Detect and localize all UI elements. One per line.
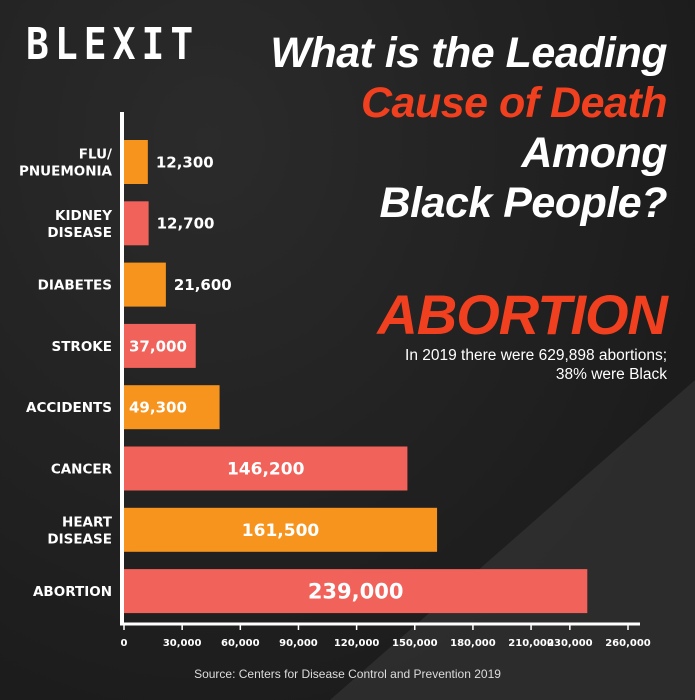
abortion-note: In 2019 there were 629,898 abortions; 38… <box>405 347 667 383</box>
category-label: ACCIDENTS <box>26 400 112 416</box>
category-label: KIDNEY <box>55 208 112 224</box>
x-tick-label: 30,000 <box>163 638 202 649</box>
headline-line-1: What is the Leading <box>270 29 667 77</box>
value-label: 146,200 <box>227 460 305 480</box>
highlight-word: ABORTION <box>377 283 668 346</box>
bar <box>124 262 166 307</box>
source-credit: Source: Centers for Disease Control and … <box>194 667 501 681</box>
headline-line-2: Cause of Death Among <box>227 78 668 178</box>
bar <box>124 140 148 184</box>
headline: What is the Leading Cause of Death Among… <box>227 28 667 228</box>
x-tick-label: 90,000 <box>279 638 318 649</box>
category-label: ABORTION <box>33 584 112 600</box>
bar <box>124 385 220 430</box>
value-label: 161,500 <box>242 521 320 541</box>
bar <box>124 569 588 614</box>
value-label: 21,600 <box>174 276 232 294</box>
value-label: 37,000 <box>129 337 187 355</box>
x-tick-label: 60,000 <box>221 638 260 649</box>
x-tick-label: 0 <box>121 638 128 649</box>
brand-logo: BLEXIT <box>26 18 200 70</box>
x-tick-label: 120,000 <box>334 638 380 649</box>
bar <box>124 323 196 368</box>
value-label: 12,300 <box>156 153 214 171</box>
headline-highlight: Cause of Death <box>360 79 668 127</box>
value-label: 12,700 <box>157 215 215 233</box>
x-tick-label: 210,000 <box>508 638 554 649</box>
value-label: 49,300 <box>129 399 187 417</box>
category-label: DISEASE <box>47 531 112 547</box>
category-label: DISEASE <box>47 225 112 241</box>
x-tick-label: 260,000 <box>605 638 651 649</box>
bar <box>124 507 438 552</box>
category-label: STROKE <box>52 339 113 355</box>
bar <box>124 201 149 246</box>
category-label: FLU/ <box>79 147 112 163</box>
headline-line-2-rest: Among <box>521 129 667 177</box>
headline-line-3: Black People? <box>379 179 668 227</box>
category-label: PNUEMONIA <box>19 164 113 180</box>
bar <box>124 446 408 491</box>
category-label: CANCER <box>51 462 113 478</box>
x-tick-label: 230,000 <box>547 638 593 649</box>
category-label: DIABETES <box>38 278 112 294</box>
category-label: HEART <box>62 514 113 530</box>
value-label: 239,000 <box>308 580 404 604</box>
x-tick-label: 180,000 <box>450 638 496 649</box>
x-tick-label: 150,000 <box>392 638 438 649</box>
